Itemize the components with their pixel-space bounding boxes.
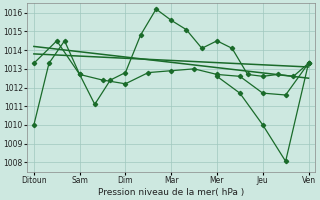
X-axis label: Pression niveau de la mer( hPa ): Pression niveau de la mer( hPa ) [98, 188, 244, 197]
